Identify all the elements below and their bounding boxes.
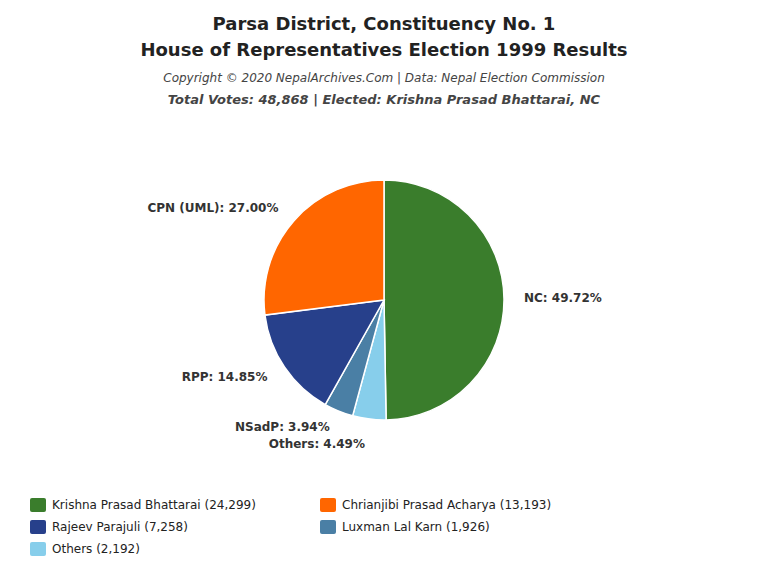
pie-slice: [384, 180, 504, 420]
data-label: RPP: 14.85%: [182, 370, 268, 384]
pie-slice: [265, 300, 384, 405]
legend-swatch: [320, 498, 336, 512]
annotation: Total Votes: 48,868 | Elected: Krishna P…: [168, 92, 601, 107]
subtitle: House of Representatives Election 1999 R…: [140, 39, 627, 60]
legend-label: Rajeev Parajuli (7,258): [52, 520, 188, 534]
data-label: Others: 4.49%: [269, 437, 365, 451]
title: Parsa District, Constituency No. 1: [213, 13, 556, 34]
data-label: NC: 49.72%: [524, 291, 602, 305]
data-label: NSadP: 3.94%: [235, 420, 330, 434]
chart-svg: Parsa District, Constituency No. 1 House …: [0, 0, 768, 576]
legend-swatch: [30, 498, 46, 512]
legend-swatch: [30, 520, 46, 534]
pie: [264, 180, 504, 420]
legend-label: Krishna Prasad Bhattarai (24,299): [52, 498, 256, 512]
legend-label: Others (2,192): [52, 542, 140, 556]
legend-swatch: [30, 542, 46, 556]
legend-swatch: [320, 520, 336, 534]
legend-label: Chrianjibi Prasad Acharya (13,193): [342, 498, 551, 512]
annotation: Copyright © 2020 NepalArchives.Com | Dat…: [163, 71, 605, 85]
background: [0, 0, 768, 576]
pie-slice: [264, 180, 384, 315]
legend: Krishna Prasad Bhattarai (24,299) Chrianj…: [30, 498, 551, 557]
data-label: CPN (UML): 27.00%: [147, 201, 278, 215]
legend-label: Luxman Lal Karn (1,926): [342, 520, 490, 534]
chart-container: Parsa District, Constituency No. 1 House …: [0, 0, 768, 576]
data-labels: NC: 49.72% Others: 4.49% NSadP: 3.94% RPP: …: [147, 201, 601, 451]
